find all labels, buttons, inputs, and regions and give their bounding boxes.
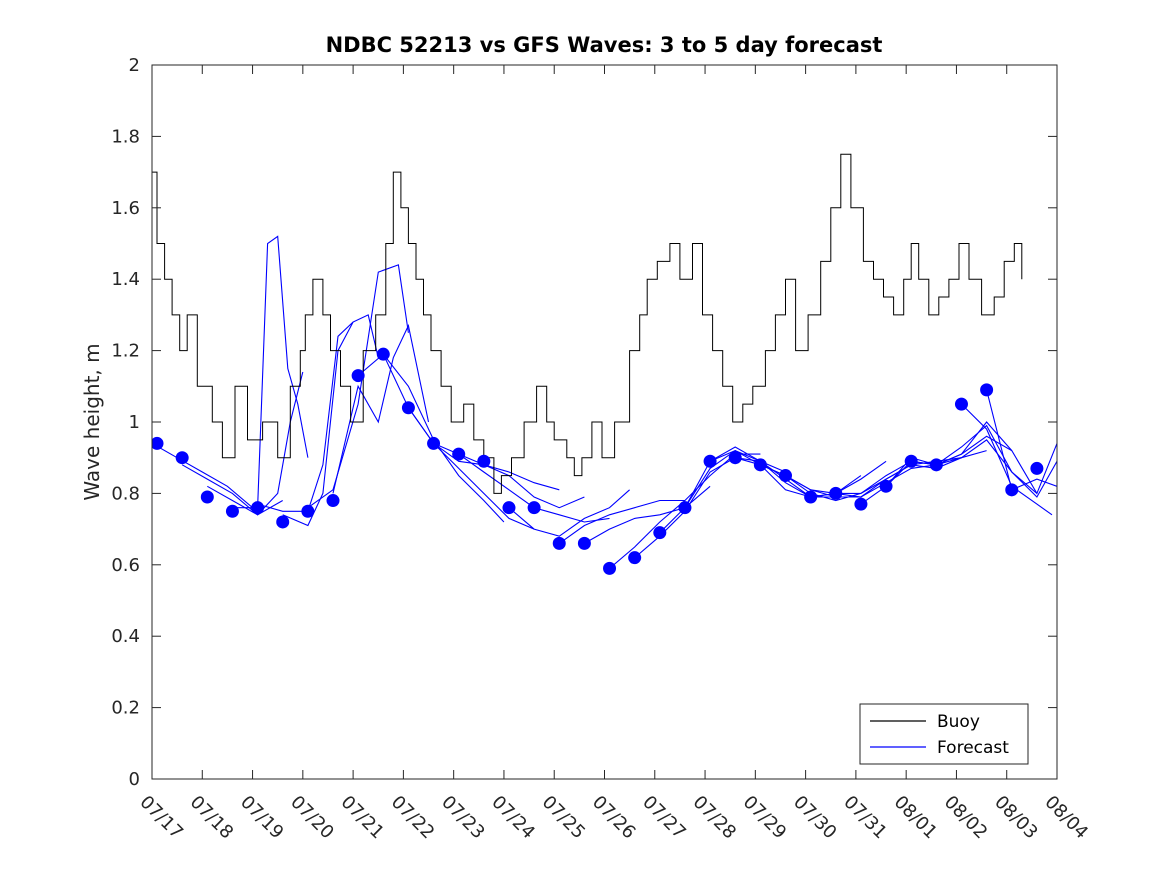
forecast-point <box>477 454 491 468</box>
forecast-line-31 <box>986 389 1057 491</box>
forecast-line-13 <box>508 489 630 537</box>
forecast-point <box>452 447 466 461</box>
y-tick-label: 0.6 <box>111 555 140 576</box>
forecast-point <box>276 515 290 529</box>
forecast-point <box>502 501 516 515</box>
forecast-line-29 <box>936 439 1057 498</box>
forecast-point <box>401 401 415 415</box>
y-axis-label: Wave height, m <box>80 343 104 500</box>
y-tick-label: 1 <box>129 412 140 433</box>
legend-label: Buoy <box>937 712 980 732</box>
forecast-point <box>175 451 189 465</box>
forecast-point <box>376 347 390 361</box>
forecast-point <box>703 454 717 468</box>
forecast-point <box>301 504 315 518</box>
forecast-point <box>728 451 742 465</box>
y-tick-label: 0 <box>129 769 140 790</box>
y-tick-label: 1.2 <box>111 341 140 362</box>
forecast-point <box>351 369 365 383</box>
forecast-line-0 <box>152 442 253 509</box>
forecast-point <box>854 497 868 511</box>
y-tick-label: 1.4 <box>111 269 140 290</box>
forecast-point <box>904 454 918 468</box>
forecast-line-6 <box>307 264 409 509</box>
forecast-point <box>427 436 441 450</box>
legend: Buoy Forecast <box>859 703 1029 765</box>
forecast-line-7 <box>332 323 430 494</box>
forecast-point <box>804 490 818 504</box>
forecast-point <box>753 458 767 472</box>
y-tick-label: 0.2 <box>111 698 140 719</box>
forecast-point <box>200 490 214 504</box>
forecast-point <box>152 436 164 450</box>
y-tick-label: 2 <box>129 55 140 76</box>
forecast-line-4 <box>257 321 354 512</box>
forecast-point <box>225 504 239 518</box>
buoy-line <box>152 153 1023 494</box>
forecast-line-1 <box>181 464 283 516</box>
forecast-point <box>954 397 968 411</box>
forecast-point <box>678 501 692 515</box>
forecast-point <box>251 501 265 515</box>
forecast-point <box>653 526 667 540</box>
forecast-point <box>527 501 541 515</box>
forecast-point <box>1030 461 1044 475</box>
y-tick-label: 1.6 <box>111 198 140 219</box>
forecast-point <box>552 536 566 550</box>
forecast-point <box>929 458 943 472</box>
plot-area <box>152 153 1057 575</box>
forecast-point <box>1005 483 1019 497</box>
forecast-line-2 <box>207 371 304 516</box>
legend-box <box>859 703 1029 765</box>
y-tick-label: 0.4 <box>111 626 140 647</box>
forecast-point <box>829 486 843 500</box>
forecast-point <box>603 561 617 575</box>
forecast-point <box>779 469 792 483</box>
forecast-point <box>326 494 340 508</box>
y-tick-label: 1.8 <box>111 126 140 147</box>
forecast-point <box>628 551 642 565</box>
forecast-point <box>577 536 591 550</box>
forecast-point <box>980 383 994 397</box>
forecast-line-14 <box>558 499 685 544</box>
chart-title: NDBC 52213 vs GFS Waves: 3 to 5 day fore… <box>326 33 883 57</box>
data-layer <box>152 153 1057 575</box>
legend-label: Forecast <box>937 738 1009 758</box>
forecast-point <box>879 479 893 493</box>
y-tick-label: 0.8 <box>111 483 140 504</box>
